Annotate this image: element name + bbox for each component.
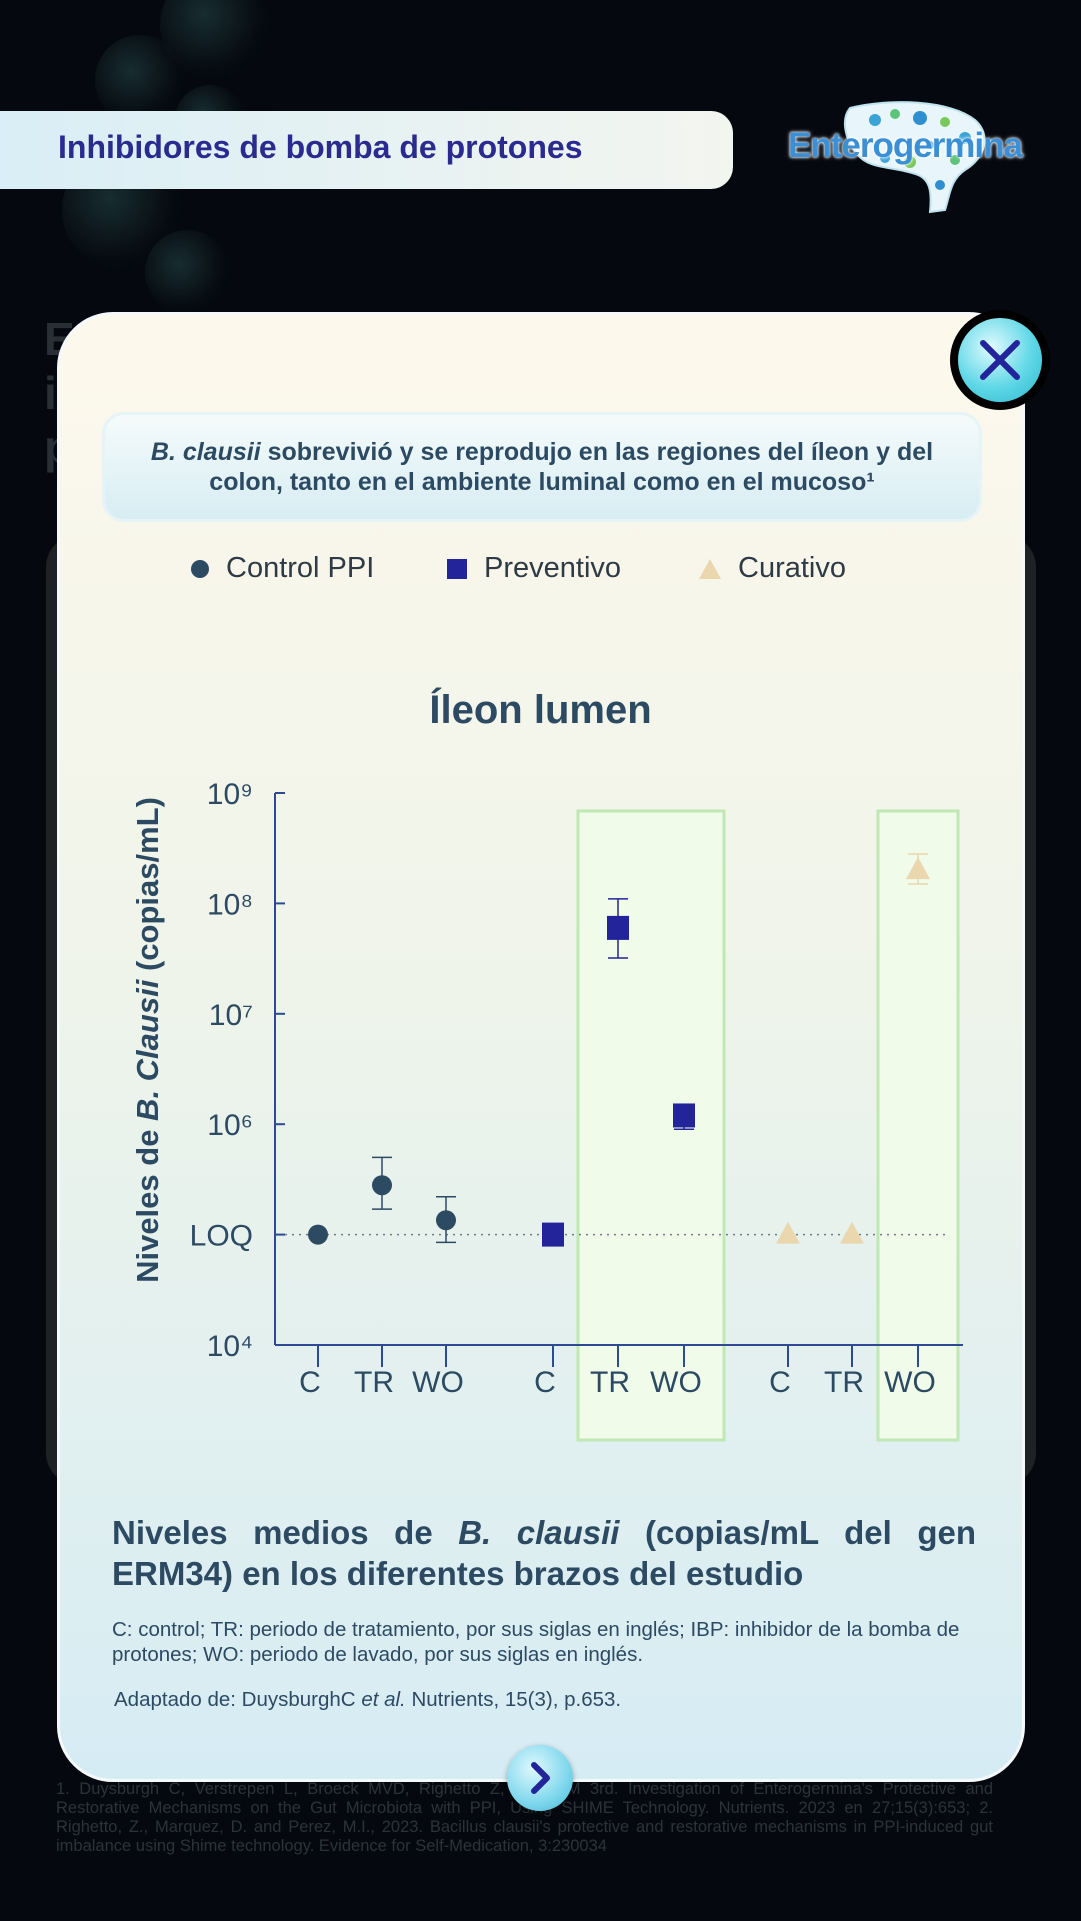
circle-marker-icon [191, 559, 209, 578]
data-point [607, 915, 629, 940]
source-note: Adaptado de: DuysburghC et al. Nutrients… [114, 1688, 622, 1711]
legend-item-curativo: Curativo [698, 552, 846, 585]
x-tick-label: C [769, 1366, 791, 1399]
logo-graphic [843, 101, 986, 214]
highlight-box [576, 809, 726, 1442]
y-tick-label: 10⁶ [207, 1109, 253, 1142]
legend-label: Curativo [738, 552, 846, 584]
x-tick-label: TR [824, 1366, 864, 1399]
legend-item-control: Control PPI [190, 552, 374, 585]
headline-species: B. clausii [150, 438, 261, 466]
data-point [840, 1221, 864, 1244]
data-point [906, 857, 930, 880]
x-tick-label: TR [590, 1366, 630, 1399]
logo-text: Enterogermina [788, 126, 1023, 165]
chart-legend: Control PPI Preventivo Curativo [190, 552, 910, 592]
data-point [673, 1103, 695, 1128]
y-tick-label: 10⁷ [209, 999, 253, 1032]
highlight-box [876, 809, 960, 1442]
y-tick-label: 10⁹ [207, 778, 253, 811]
figure-caption: Niveles medios de B. clausii (copias/mL … [112, 1514, 976, 1592]
legend-label: Preventivo [484, 552, 622, 584]
next-button[interactable] [507, 1745, 573, 1811]
data-point [776, 1221, 800, 1244]
headline: B. clausii sobrevivió y se reprodujo en … [121, 437, 963, 497]
background-bubble [145, 230, 230, 315]
info-modal [57, 312, 1025, 1782]
chevron-right-icon [531, 1762, 550, 1794]
ileon-lumen-chart: 10⁴ LOQ 10⁶ 10⁷ 10⁸ 10⁹ C TR WO C TR WO C TR WO [190, 778, 963, 1442]
x-tick-label: WO [884, 1366, 936, 1399]
y-tick-label: 10⁴ [207, 1330, 253, 1363]
x-tick-label: C [534, 1366, 556, 1399]
x-tick-label: TR [354, 1366, 394, 1399]
chart-title: Íleon lumen [429, 688, 652, 732]
x-tick-label: C [299, 1366, 321, 1399]
data-point [542, 1222, 564, 1247]
y-tick-label: 10⁸ [207, 888, 253, 921]
triangle-marker-icon [699, 558, 721, 579]
section-header: Inhibidores de bomba de protones [0, 111, 733, 189]
background-bubble [95, 35, 185, 125]
close-icon [958, 318, 1042, 402]
enterogermina-logo: Enterogermina [780, 100, 1023, 215]
square-marker-icon [447, 558, 467, 579]
close-button[interactable] [950, 310, 1050, 410]
x-tick-label: WO [412, 1366, 464, 1399]
abbreviations-note: C: control; TR: periodo de tratamiento, … [112, 1618, 960, 1666]
x-tick-label: WO [650, 1366, 702, 1399]
section-title: Inhibidores de bomba de protones [58, 129, 583, 165]
legend-label: Control PPI [226, 552, 375, 584]
headline-box: B. clausii sobrevivió y se reprodujo en … [102, 412, 982, 522]
data-point [308, 1224, 328, 1245]
data-point [436, 1210, 456, 1231]
headline-text: sobrevivió y se reprodujo en las regione… [209, 438, 934, 496]
data-point [372, 1175, 392, 1196]
y-tick-label: LOQ [190, 1220, 253, 1253]
legend-item-preventivo: Preventivo [446, 552, 621, 585]
